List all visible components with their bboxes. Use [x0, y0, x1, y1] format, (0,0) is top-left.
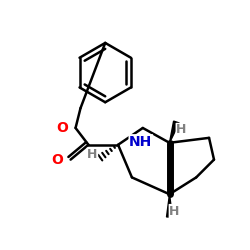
Text: H: H	[87, 148, 98, 161]
Polygon shape	[166, 194, 172, 217]
Text: H: H	[169, 204, 180, 218]
Text: H: H	[176, 124, 186, 136]
Text: O: O	[51, 152, 63, 166]
Text: NH: NH	[129, 135, 152, 149]
Polygon shape	[170, 121, 179, 143]
Text: O: O	[56, 121, 68, 135]
